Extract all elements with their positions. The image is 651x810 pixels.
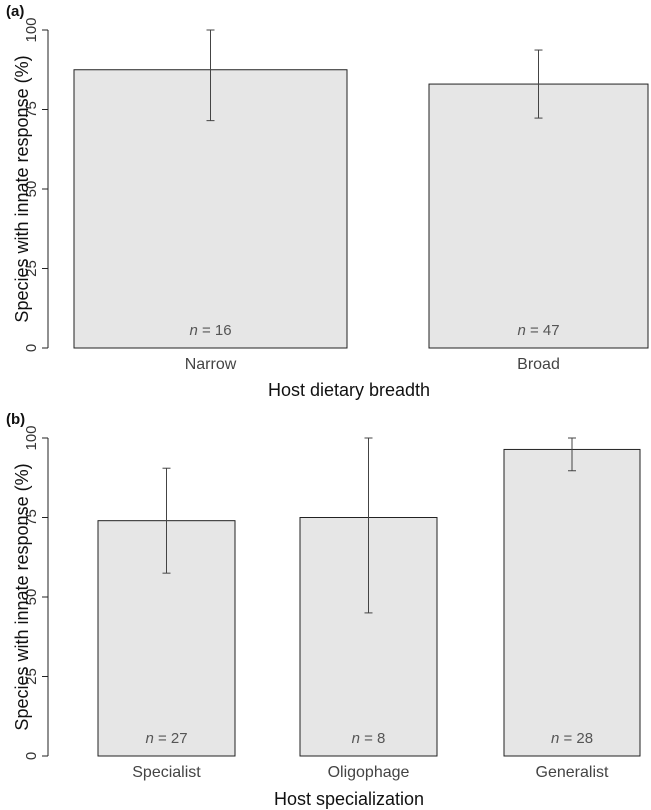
n-value: = 28 — [559, 730, 593, 747]
x-tick-label: Narrow — [185, 356, 237, 373]
n-value: = 16 — [198, 322, 232, 339]
n-value: = 8 — [360, 730, 385, 747]
y-tick-label: 25 — [23, 260, 40, 277]
n-label: n = 8 — [352, 730, 386, 747]
y-tick-label: 50 — [23, 181, 40, 198]
n-value: = 47 — [526, 322, 560, 339]
y-tick-label: 0 — [23, 752, 40, 760]
n-label: n = 27 — [145, 730, 187, 747]
n-symbol: n — [145, 730, 153, 747]
x-axis-label: Host dietary breadth — [268, 380, 430, 400]
y-axis-label: Species with innate response (%) — [12, 55, 32, 322]
x-axis-label: Host specialization — [274, 789, 424, 809]
n-label: n = 16 — [189, 322, 231, 339]
n-symbol: n — [352, 730, 360, 747]
y-tick-label: 50 — [23, 589, 40, 606]
panel-label: (a) — [6, 3, 24, 20]
panel-a: (a) 0 25 50 75 100 Species with innate respons… — [6, 3, 649, 400]
n-label: n = 28 — [551, 730, 593, 747]
bar-generalist — [503, 448, 641, 757]
y-tick-label: 25 — [23, 668, 40, 685]
bar-broad — [428, 83, 649, 349]
y-tick-label: 100 — [23, 425, 40, 450]
x-tick-label: Specialist — [132, 764, 201, 781]
y-tick-label: 0 — [23, 344, 40, 352]
panel-label: (b) — [6, 411, 25, 428]
panel-b: (b) 0 25 50 75 100 Species with innate respons… — [6, 411, 641, 809]
y-tick-label: 75 — [23, 509, 40, 526]
n-symbol: n — [517, 322, 525, 339]
x-tick-label: Generalist — [536, 764, 609, 781]
x-tick-label: Broad — [517, 356, 560, 373]
n-symbol: n — [551, 730, 559, 747]
x-tick-label: Oligophage — [328, 764, 410, 781]
n-label: n = 47 — [517, 322, 559, 339]
n-symbol: n — [189, 322, 197, 339]
y-tick-label: 75 — [23, 101, 40, 118]
y-axis-label: Species with innate response (%) — [12, 463, 32, 730]
y-tick-label: 100 — [23, 17, 40, 42]
n-value: = 27 — [154, 730, 188, 747]
